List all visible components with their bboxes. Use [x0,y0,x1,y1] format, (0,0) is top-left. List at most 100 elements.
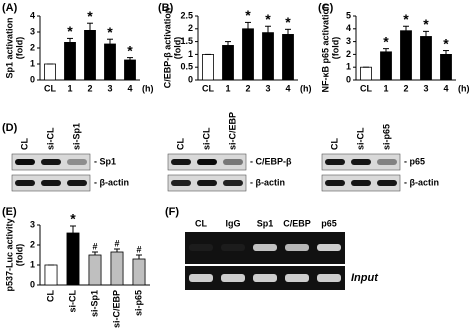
panel-label: (A) [2,2,18,14]
significance-marker: * [245,7,251,23]
bar [66,232,80,286]
bar [282,34,294,81]
x-tick-label: 1 [225,83,230,93]
lane-label: si-CL [45,127,55,150]
significance-marker: # [136,244,141,254]
x-tick-label: si-CL [67,289,77,312]
significance-marker: * [265,11,271,27]
protein-label: - β-actin [94,177,129,187]
x-tick-label: 4 [285,83,290,93]
lane-label: IgG [226,218,241,228]
panel-label: (E) [2,206,17,218]
y-tick-label: 2 [188,23,193,33]
significance-marker: * [403,11,409,27]
band [325,159,345,165]
gel-band [189,244,213,251]
bar [222,45,234,81]
band [171,159,191,165]
band [197,180,217,186]
x-tick-label: 3 [423,83,428,93]
bar [110,251,124,286]
significance-marker: * [285,14,291,30]
y-tick-label: 0.5 [180,62,193,72]
band [223,180,243,186]
band [41,180,61,186]
y-axis-label: (fold) [330,37,340,60]
lane-label: CL [195,218,207,228]
y-tick-label: 1 [30,58,35,68]
y-tick-label: 5 [346,10,351,20]
y-axis-label: (fold) [14,244,24,267]
gel-band [317,274,341,282]
bar [400,30,412,81]
bar [84,29,96,81]
significance-marker: * [383,33,389,49]
x-tick-label: 2 [87,83,92,93]
bar [124,59,136,81]
y-tick-label: 2.5 [180,10,193,20]
lane-label: si-C/EBP [227,112,237,150]
y-tick-label: 4 [30,10,35,20]
y-tick-label: 0 [188,74,193,84]
panel-label: (C) [318,2,334,14]
bar [440,54,452,81]
y-tick-label: 3 [30,219,35,229]
significance-marker: * [127,42,133,58]
band [377,180,397,186]
y-axis-label: NF-κB p65 activation [320,3,330,92]
y-tick-label: 2 [30,239,35,249]
x-tick-label: si-C/EBP [111,290,121,328]
x-tick-label: CL [202,83,214,93]
bar [380,51,392,81]
panel-label: (D) [2,122,18,134]
band [15,159,35,165]
y-axis-label: C/EBP-β activation [162,8,172,89]
panel-label: (F) [165,206,179,218]
x-tick-label: 4 [443,83,448,93]
bar [202,54,214,81]
band [41,159,61,165]
y-tick-label: 0 [30,74,35,84]
x-tick-label: si-Sp1 [89,290,99,317]
bar [44,264,58,286]
x-tick-label: 2 [245,83,250,93]
y-tick-label: 1 [346,62,351,72]
y-axis-label: Sp1 activation [4,17,14,78]
band [15,180,35,186]
y-tick-label: 1 [188,49,193,59]
lane-label: si-CL [355,127,365,150]
lane-label: si-Sp1 [71,123,81,150]
gel-band [317,244,341,251]
gel-band [221,274,245,282]
gel-band [189,274,213,282]
bar [262,32,274,81]
significance-marker: * [423,16,429,32]
band [171,180,191,186]
significance-marker: * [443,35,449,51]
band [67,180,87,186]
x-tick-label: CL [44,83,56,93]
x-tick-label: CL [45,290,55,302]
band [67,159,87,165]
lane-label: si-CL [201,127,211,150]
y-tick-label: 1 [30,259,35,269]
x-unit: (h) [300,83,312,93]
protein-label: - p65 [404,156,425,166]
y-tick-label: 2 [346,49,351,59]
bar [44,63,56,81]
y-tick-label: 0 [346,74,351,84]
y-tick-label: 3 [346,36,351,46]
y-tick-label: 1.5 [180,36,193,46]
band [351,180,371,186]
protein-label: - C/EBP-β [250,156,292,166]
band [197,159,217,165]
gel-band [221,244,245,251]
protein-label: - β-actin [250,177,285,187]
y-tick-label: 0 [30,279,35,289]
band [223,159,243,165]
x-tick-label: 1 [67,83,72,93]
protein-label: - β-actin [404,177,439,187]
bar [242,28,254,81]
lane-label: p65 [321,218,337,228]
